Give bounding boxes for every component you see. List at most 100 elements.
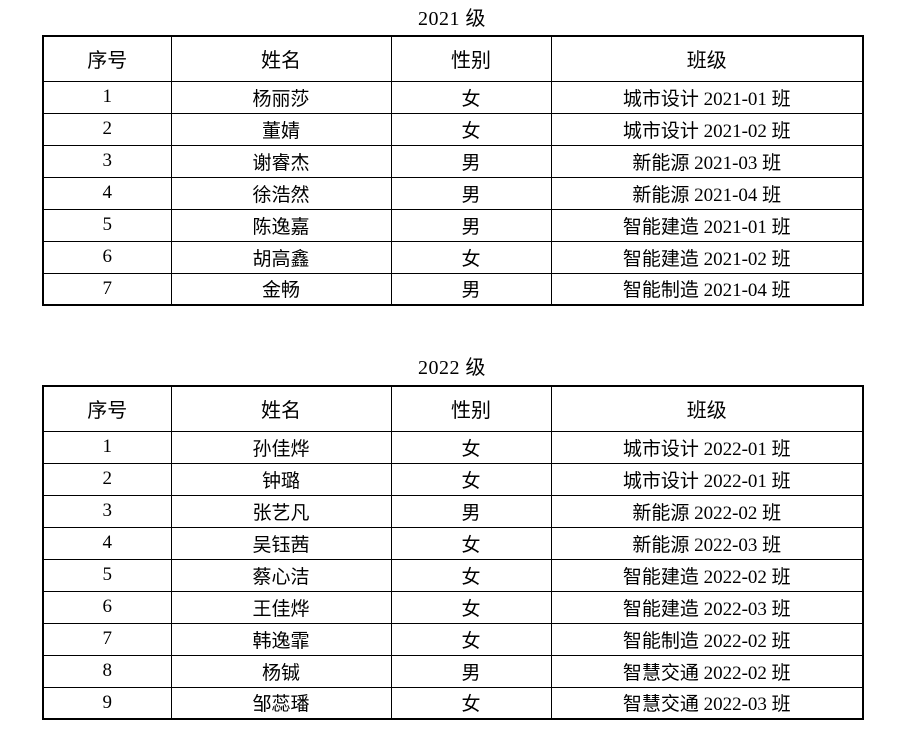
cell-class: 智慧交通 2022-03 班	[550, 686, 864, 720]
cell-name: 吴钰茜	[170, 526, 392, 560]
table-body-2021: 1 杨丽莎女城市设计 2021-01 班 2 董婧女城市设计 2021-02 班 3 谢睿…	[42, 80, 864, 306]
cell-name: 王佳烨	[170, 590, 392, 624]
header-row: 序号 姓名 性别 班级	[42, 35, 864, 82]
cell-gender: 女	[390, 240, 552, 274]
cell-gender: 男	[390, 494, 552, 528]
cell-gender: 女	[390, 80, 552, 114]
cell-index: 1	[42, 430, 172, 464]
table-row: 6 王佳烨女智能建造 2022-03 班	[42, 590, 864, 624]
cell-name: 谢睿杰	[170, 144, 392, 178]
cell-class: 智慧交通 2022-02 班	[550, 654, 864, 688]
cell-gender: 男	[390, 144, 552, 178]
cell-class: 智能建造 2021-01 班	[550, 208, 864, 242]
section-grade-2022: 2022 级 序号 姓名 性别 班级 1 孙佳烨女城市设计 2022-01 班 2 钟璐女城…	[42, 357, 864, 720]
cell-index: 4	[42, 176, 172, 210]
cell-index: 5	[42, 558, 172, 592]
cell-class: 城市设计 2022-01 班	[550, 462, 864, 496]
cell-gender: 女	[390, 622, 552, 656]
table-row: 7 金畅男智能制造 2021-04 班	[42, 272, 864, 306]
column-header: 姓名	[170, 385, 392, 432]
table-row: 1 孙佳烨女城市设计 2022-01 班	[42, 430, 864, 464]
cell-gender: 女	[390, 526, 552, 560]
table-title-2021: 2021 级	[418, 8, 486, 30]
table-row: 4 吴钰茜女新能源 2022-03 班	[42, 526, 864, 560]
table-row: 1 杨丽莎女城市设计 2021-01 班	[42, 80, 864, 114]
student-table-2022: 序号 姓名 性别 班级 1 孙佳烨女城市设计 2022-01 班 2 钟璐女城市设计 202…	[42, 385, 864, 720]
cell-class: 城市设计 2021-01 班	[550, 80, 864, 114]
cell-name: 金畅	[170, 272, 392, 306]
cell-class: 城市设计 2021-02 班	[550, 112, 864, 146]
cell-index: 1	[42, 80, 172, 114]
cell-name: 蔡心洁	[170, 558, 392, 592]
cell-name: 杨丽莎	[170, 80, 392, 114]
cell-name: 孙佳烨	[170, 430, 392, 464]
table-row: 5 陈逸嘉男智能建造 2021-01 班	[42, 208, 864, 242]
cell-index: 6	[42, 240, 172, 274]
table-row: 4 徐浩然男新能源 2021-04 班	[42, 176, 864, 210]
column-header: 班级	[550, 385, 864, 432]
table-header-2021: 序号 姓名 性别 班级	[42, 35, 864, 82]
cell-name: 陈逸嘉	[170, 208, 392, 242]
cell-name: 张艺凡	[170, 494, 392, 528]
cell-name: 邹蕊璠	[170, 686, 392, 720]
cell-index: 4	[42, 526, 172, 560]
cell-name: 钟璐	[170, 462, 392, 496]
table-row: 2 董婧女城市设计 2021-02 班	[42, 112, 864, 146]
cell-gender: 女	[390, 686, 552, 720]
cell-gender: 男	[390, 176, 552, 210]
cell-gender: 女	[390, 430, 552, 464]
cell-gender: 男	[390, 208, 552, 242]
cell-class: 新能源 2021-04 班	[550, 176, 864, 210]
cell-class: 新能源 2022-02 班	[550, 494, 864, 528]
cell-index: 3	[42, 494, 172, 528]
cell-index: 7	[42, 272, 172, 306]
cell-class: 智能建造 2022-02 班	[550, 558, 864, 592]
column-header: 性别	[390, 385, 552, 432]
cell-class: 新能源 2022-03 班	[550, 526, 864, 560]
table-row: 9 邹蕊璠女智慧交通 2022-03 班	[42, 686, 864, 720]
cell-gender: 女	[390, 462, 552, 496]
cell-name: 杨铖	[170, 654, 392, 688]
cell-gender: 女	[390, 112, 552, 146]
cell-gender: 女	[390, 590, 552, 624]
cell-index: 6	[42, 590, 172, 624]
table-row: 3 张艺凡男新能源 2022-02 班	[42, 494, 864, 528]
table-row: 7 韩逸霏女智能制造 2022-02 班	[42, 622, 864, 656]
column-header: 性别	[390, 35, 552, 82]
table-row: 8 杨铖男智慧交通 2022-02 班	[42, 654, 864, 688]
column-header: 序号	[42, 385, 172, 432]
cell-gender: 女	[390, 558, 552, 592]
column-header: 班级	[550, 35, 864, 82]
column-header: 姓名	[170, 35, 392, 82]
cell-index: 3	[42, 144, 172, 178]
table-row: 5 蔡心洁女智能建造 2022-02 班	[42, 558, 864, 592]
cell-name: 胡高鑫	[170, 240, 392, 274]
table-body-2022: 1 孙佳烨女城市设计 2022-01 班 2 钟璐女城市设计 2022-01 班 3 张艺…	[42, 430, 864, 720]
cell-gender: 男	[390, 654, 552, 688]
student-table-2021: 序号 姓名 性别 班级 1 杨丽莎女城市设计 2021-01 班 2 董婧女城市设计 202…	[42, 35, 864, 306]
cell-class: 智能制造 2021-04 班	[550, 272, 864, 306]
cell-index: 2	[42, 112, 172, 146]
cell-class: 城市设计 2022-01 班	[550, 430, 864, 464]
cell-class: 智能建造 2021-02 班	[550, 240, 864, 274]
table-row: 6 胡高鑫女智能建造 2021-02 班	[42, 240, 864, 274]
column-header: 序号	[42, 35, 172, 82]
cell-class: 新能源 2021-03 班	[550, 144, 864, 178]
cell-class: 智能建造 2022-03 班	[550, 590, 864, 624]
header-row: 序号 姓名 性别 班级	[42, 385, 864, 432]
table-header-2022: 序号 姓名 性别 班级	[42, 385, 864, 432]
cell-gender: 男	[390, 272, 552, 306]
cell-name: 韩逸霏	[170, 622, 392, 656]
table-row: 2 钟璐女城市设计 2022-01 班	[42, 462, 864, 496]
cell-class: 智能制造 2022-02 班	[550, 622, 864, 656]
table-title-2022: 2022 级	[418, 357, 486, 379]
table-row: 3 谢睿杰男新能源 2021-03 班	[42, 144, 864, 178]
cell-index: 7	[42, 622, 172, 656]
cell-index: 5	[42, 208, 172, 242]
cell-name: 董婧	[170, 112, 392, 146]
cell-index: 2	[42, 462, 172, 496]
cell-index: 9	[42, 686, 172, 720]
cell-name: 徐浩然	[170, 176, 392, 210]
section-grade-2021: 2021 级 序号 姓名 性别 班级 1 杨丽莎女城市设计 2021-01 班 2 董婧女城…	[42, 8, 864, 306]
